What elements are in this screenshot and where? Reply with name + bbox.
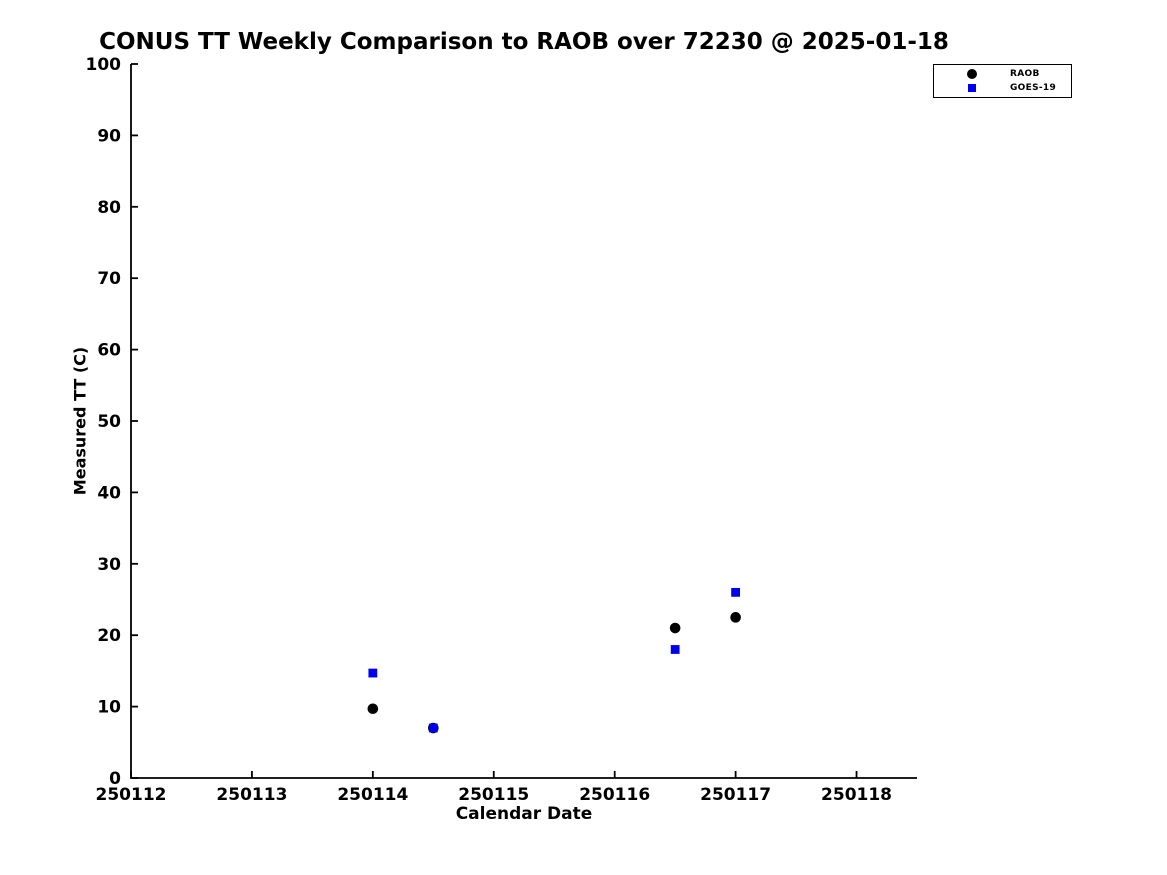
raob-data-point bbox=[669, 622, 681, 634]
y-tick-label: 20 bbox=[97, 626, 121, 646]
chart-title: CONUS TT Weekly Comparison to RAOB over … bbox=[99, 29, 949, 55]
goes19-square-icon bbox=[968, 84, 976, 92]
raob-data-point bbox=[730, 612, 741, 623]
goes19-data-point bbox=[731, 587, 741, 597]
legend-item-raob: RAOB bbox=[934, 67, 1071, 81]
x-tick-label: 250112 bbox=[96, 785, 167, 805]
x-tick-label: 250113 bbox=[216, 785, 287, 805]
x-tick-label: 250116 bbox=[579, 785, 650, 805]
legend-marker-cell bbox=[934, 69, 1010, 79]
legend-box: RAOB GOES-19 bbox=[933, 64, 1072, 98]
y-tick-label: 70 bbox=[97, 269, 121, 289]
x-tick-label: 250115 bbox=[458, 785, 529, 805]
x-tick-label: 250117 bbox=[700, 785, 771, 805]
y-tick-label: 10 bbox=[97, 698, 121, 718]
x-tick-label: 250118 bbox=[821, 785, 892, 805]
x-tick-label: 250114 bbox=[337, 785, 408, 805]
y-tick-label: 100 bbox=[86, 55, 122, 75]
legend-label-goes19: GOES-19 bbox=[1010, 83, 1057, 93]
y-tick-label: 50 bbox=[97, 412, 121, 432]
y-tick-label: 60 bbox=[97, 341, 121, 361]
goes19-data-point bbox=[670, 645, 680, 654]
y-tick-label: 90 bbox=[97, 126, 121, 146]
raob-circle-icon bbox=[967, 69, 977, 79]
legend-label-raob: RAOB bbox=[1010, 69, 1040, 79]
x-axis-label: Calendar Date bbox=[455, 804, 593, 824]
legend-marker-cell bbox=[934, 84, 1010, 92]
raob-data-point bbox=[367, 703, 379, 715]
axis-spines bbox=[130, 64, 917, 779]
y-tick-label: 0 bbox=[109, 769, 121, 789]
goes19-data-point bbox=[368, 668, 378, 678]
legend-item-goes19: GOES-19 bbox=[934, 81, 1071, 95]
goes19-data-point bbox=[428, 723, 438, 733]
y-tick-label: 40 bbox=[97, 483, 121, 503]
y-tick-label: 80 bbox=[97, 198, 121, 218]
y-tick-label: 30 bbox=[97, 555, 121, 575]
